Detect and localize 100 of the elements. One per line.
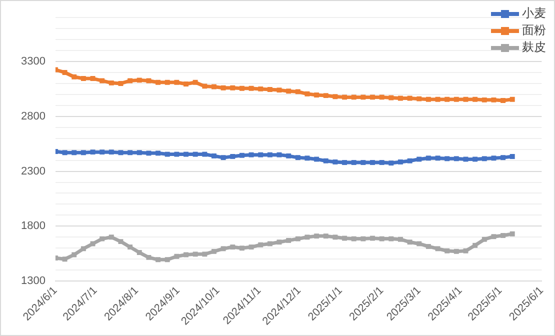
point xyxy=(248,86,254,91)
point xyxy=(435,156,440,161)
point xyxy=(202,84,208,89)
point xyxy=(80,246,86,252)
point xyxy=(100,150,105,155)
point xyxy=(258,152,264,158)
point xyxy=(184,82,188,86)
point xyxy=(192,80,198,85)
point xyxy=(286,238,292,243)
point xyxy=(239,152,244,158)
legend-label: 麸皮 xyxy=(522,39,546,56)
point xyxy=(248,152,254,158)
point xyxy=(286,88,292,94)
point xyxy=(136,78,142,83)
point xyxy=(332,94,338,100)
point xyxy=(416,96,422,102)
point xyxy=(323,93,328,98)
point xyxy=(118,80,124,86)
point xyxy=(342,160,347,165)
y-tick-label: 1300 xyxy=(20,275,46,288)
point xyxy=(510,96,515,102)
point xyxy=(62,256,68,262)
point xyxy=(444,156,450,162)
point xyxy=(230,154,236,159)
point xyxy=(454,156,459,162)
point xyxy=(351,236,356,242)
point xyxy=(379,160,384,165)
point xyxy=(407,240,412,245)
point xyxy=(220,85,226,90)
point xyxy=(304,156,310,161)
point xyxy=(230,244,236,250)
point xyxy=(108,150,114,155)
point xyxy=(388,160,394,166)
legend-label: 小麦 xyxy=(522,5,546,22)
point xyxy=(62,70,68,75)
point xyxy=(128,150,133,156)
point xyxy=(118,150,124,156)
point xyxy=(80,76,86,81)
point xyxy=(407,96,412,101)
point xyxy=(388,236,394,242)
point xyxy=(491,97,496,102)
point xyxy=(370,236,375,241)
point xyxy=(398,96,403,101)
point xyxy=(267,152,272,158)
point xyxy=(220,246,226,252)
point xyxy=(192,152,198,157)
point xyxy=(230,85,236,90)
point xyxy=(351,160,356,165)
point xyxy=(332,234,338,240)
point xyxy=(174,80,180,85)
point xyxy=(379,236,384,242)
point xyxy=(276,152,282,158)
point xyxy=(304,91,310,96)
point xyxy=(286,153,292,158)
point xyxy=(510,154,515,159)
point xyxy=(416,156,422,162)
point xyxy=(212,248,216,254)
point xyxy=(239,246,244,251)
point xyxy=(463,156,468,162)
point xyxy=(435,246,440,252)
point xyxy=(360,94,366,100)
point xyxy=(472,96,478,102)
point xyxy=(379,94,384,100)
point xyxy=(360,160,366,165)
point xyxy=(444,248,450,254)
point xyxy=(426,156,431,161)
point xyxy=(398,159,403,164)
point xyxy=(482,97,487,102)
y-tick-label: 3300 xyxy=(20,56,46,68)
point xyxy=(146,254,152,260)
point xyxy=(426,244,431,249)
point xyxy=(239,86,244,91)
point xyxy=(463,96,468,102)
point xyxy=(128,78,133,84)
point xyxy=(128,244,133,250)
point xyxy=(491,156,496,161)
point xyxy=(136,150,142,156)
point xyxy=(360,236,366,242)
point xyxy=(258,86,264,92)
point xyxy=(332,159,338,164)
point xyxy=(295,236,300,242)
point xyxy=(314,156,320,162)
point xyxy=(370,160,375,165)
point xyxy=(258,242,264,248)
point xyxy=(156,150,161,156)
point xyxy=(174,254,180,259)
point xyxy=(295,155,300,160)
point xyxy=(100,78,105,84)
point xyxy=(212,153,216,158)
point xyxy=(72,74,77,80)
point xyxy=(388,95,394,100)
point xyxy=(351,94,356,100)
point xyxy=(304,234,310,240)
point xyxy=(90,150,96,155)
point xyxy=(118,239,124,244)
legend-label: 面粉 xyxy=(522,22,546,39)
point xyxy=(398,236,403,242)
point xyxy=(342,236,347,241)
point xyxy=(164,80,170,85)
point xyxy=(454,96,459,102)
